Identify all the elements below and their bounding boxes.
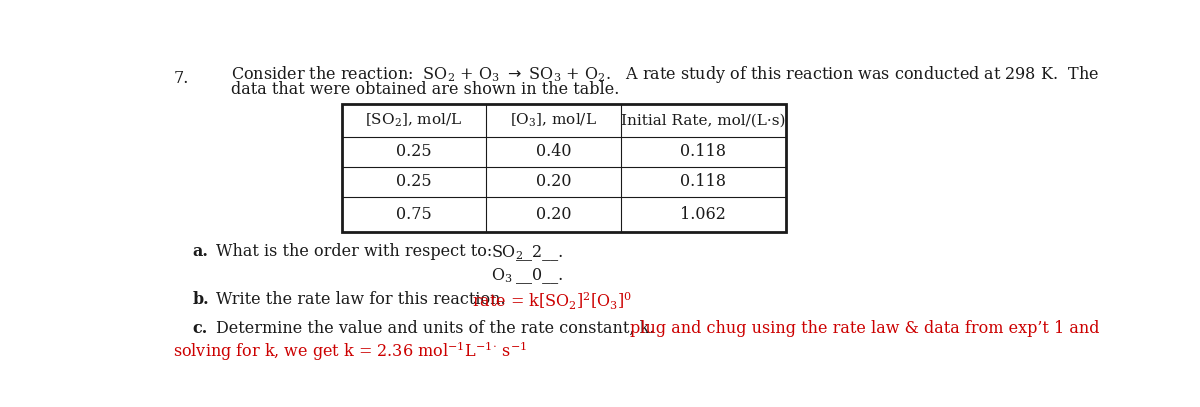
- Text: 0.118: 0.118: [680, 143, 726, 160]
- Text: __2__.: __2__.: [516, 243, 563, 260]
- Text: 0.40: 0.40: [535, 143, 571, 160]
- Bar: [342, 104, 786, 232]
- Text: $\mathregular{O_3}$: $\mathregular{O_3}$: [491, 266, 512, 284]
- Text: b.: b.: [193, 291, 209, 308]
- Text: $\mathregular{[O_3]}$, mol/L: $\mathregular{[O_3]}$, mol/L: [510, 112, 596, 129]
- Text: a.: a.: [193, 243, 209, 260]
- Text: Consider the reaction:  $\mathregular{SO_2}$ + $\mathregular{O_3}$ $\rightarrow$: Consider the reaction: $\mathregular{SO_…: [232, 64, 1099, 85]
- Text: Determine the value and units of the rate constant, k.: Determine the value and units of the rat…: [216, 320, 654, 337]
- Text: 0.20: 0.20: [535, 206, 571, 223]
- Text: plug and chug using the rate law & data from exp’t 1 and: plug and chug using the rate law & data …: [630, 320, 1100, 337]
- Text: 0.75: 0.75: [396, 206, 432, 223]
- Text: c.: c.: [193, 320, 208, 337]
- Text: $\mathregular{SO_2}$: $\mathregular{SO_2}$: [491, 243, 523, 262]
- Text: rate = k$\mathregular{[SO_2]^2[O_3]^0}$: rate = k$\mathregular{[SO_2]^2[O_3]^0}$: [472, 291, 632, 312]
- Text: What is the order with respect to:: What is the order with respect to:: [216, 243, 492, 260]
- Text: 0.25: 0.25: [396, 143, 432, 160]
- Text: 0.118: 0.118: [680, 173, 726, 190]
- Text: solving for k, we get k = 2.36 mol$\mathregular{^{-1}}$L$\mathregular{^{-1}}$$\m: solving for k, we get k = 2.36 mol$\math…: [173, 340, 527, 363]
- Text: Initial Rate, mol/(L·s): Initial Rate, mol/(L·s): [622, 114, 786, 127]
- Text: 1.062: 1.062: [680, 206, 726, 223]
- Text: 0.25: 0.25: [396, 173, 432, 190]
- Text: data that were obtained are shown in the table.: data that were obtained are shown in the…: [232, 81, 619, 98]
- Text: Write the rate law for this reaction.: Write the rate law for this reaction.: [216, 291, 505, 308]
- Text: __0__.: __0__.: [516, 266, 563, 283]
- Text: 7.: 7.: [173, 70, 188, 88]
- Text: 0.20: 0.20: [535, 173, 571, 190]
- Text: $\mathregular{[SO_2]}$, mol/L: $\mathregular{[SO_2]}$, mol/L: [365, 112, 462, 129]
